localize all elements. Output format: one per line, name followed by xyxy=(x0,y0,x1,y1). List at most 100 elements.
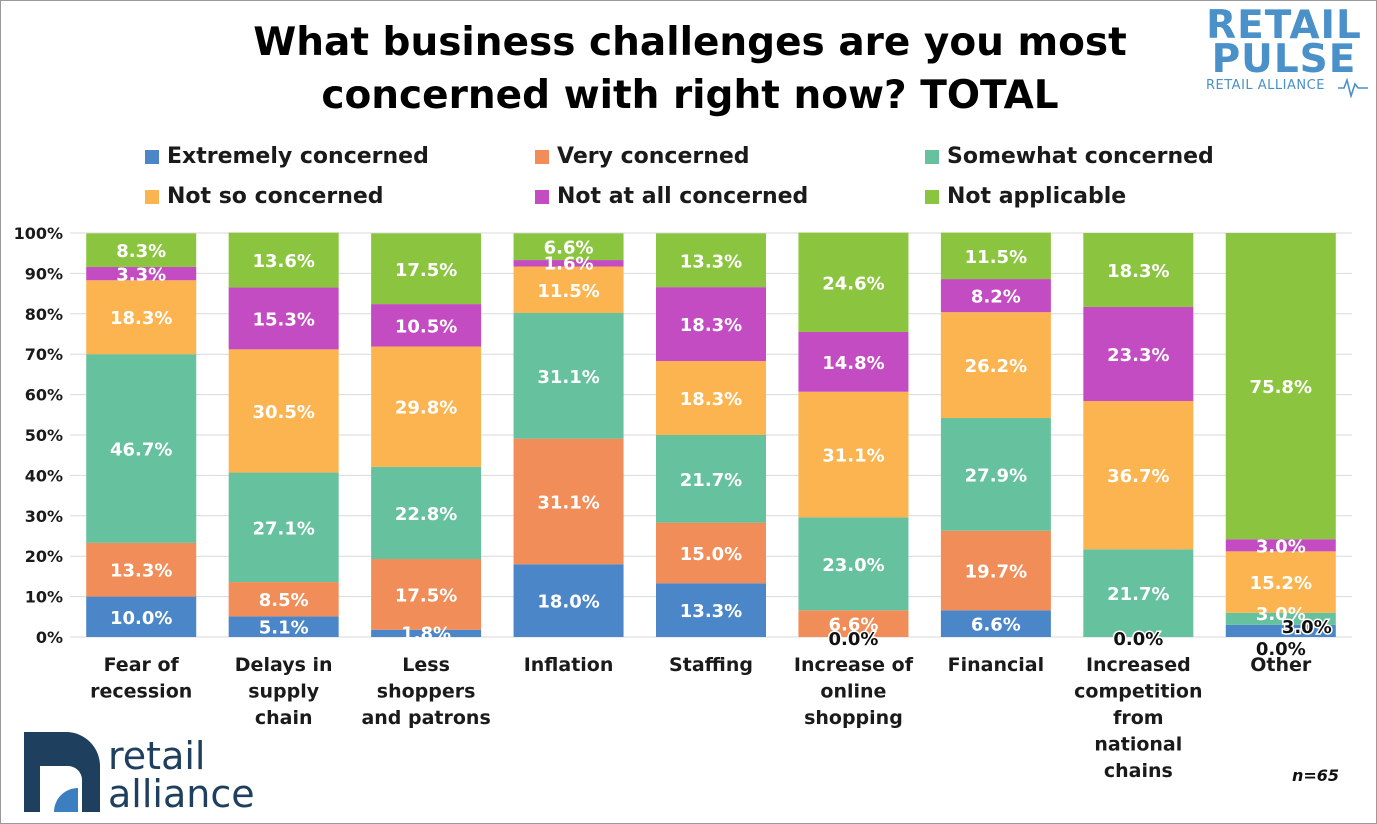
bar-segment xyxy=(656,435,766,523)
bar-segment xyxy=(513,438,624,565)
bar-segment xyxy=(513,564,624,637)
bar-segment xyxy=(798,232,909,332)
data-label: 13.3% xyxy=(680,251,742,272)
data-label: 18.3% xyxy=(110,308,172,329)
bar-segment xyxy=(513,233,624,261)
y-tick-label: 100% xyxy=(14,224,63,243)
data-label: 15.0% xyxy=(680,544,742,565)
legend-item: Not at all concerned xyxy=(535,184,808,209)
bar-segment xyxy=(1083,549,1194,637)
x-tick-label: competition xyxy=(1074,681,1202,703)
bar-segment xyxy=(86,542,197,597)
bar-segment xyxy=(798,517,909,611)
x-tick-label: Other xyxy=(1250,654,1312,676)
y-tick-label: 10% xyxy=(25,588,63,607)
retail-pulse-logo: RETAIL PULSE RETAIL ALLIANCE xyxy=(1198,6,1370,98)
data-label: 8.2% xyxy=(971,287,1021,308)
data-label: 27.9% xyxy=(965,465,1027,486)
legend-swatch xyxy=(145,149,159,164)
data-label: 6.6% xyxy=(828,615,878,636)
y-tick-label: 0% xyxy=(36,628,63,647)
x-tick-label: Financial xyxy=(948,654,1044,676)
data-label: 13.6% xyxy=(252,251,314,272)
bar-segment xyxy=(656,233,766,288)
legend-item: Extremely concerned xyxy=(145,144,429,169)
legend-item: Not applicable xyxy=(925,184,1126,209)
x-tick-label: Increase of xyxy=(794,654,914,676)
bar-segment xyxy=(86,354,197,543)
data-label: 0.0% xyxy=(1256,639,1306,660)
data-label: 13.3% xyxy=(110,561,172,582)
bar-segment xyxy=(940,418,1051,531)
bar-segment xyxy=(656,522,766,584)
bar-segment xyxy=(798,391,909,518)
y-tick-label: 50% xyxy=(25,426,63,445)
data-label: 23.3% xyxy=(1107,345,1169,366)
bar-segment xyxy=(1225,233,1336,540)
x-tick-label: national xyxy=(1094,734,1182,756)
bar-segment xyxy=(228,616,339,637)
data-label: 11.5% xyxy=(537,281,599,302)
data-label: 18.3% xyxy=(1107,261,1169,282)
bar-segment xyxy=(371,466,482,560)
x-tick-label: shoppers xyxy=(377,681,476,703)
data-label: 18.3% xyxy=(680,389,742,410)
legend-label: Not applicable xyxy=(947,184,1127,209)
x-tick-label: Delays in xyxy=(235,654,333,676)
legend-swatch xyxy=(925,149,939,164)
data-label: 1.6% xyxy=(544,253,594,274)
x-tick-label: online xyxy=(820,681,886,703)
bar-segment xyxy=(940,279,1051,313)
data-label: 17.5% xyxy=(395,260,457,281)
chart-title: What business challenges are you most co… xyxy=(150,16,1230,122)
bar-segment xyxy=(940,610,1051,637)
data-label: 11.5% xyxy=(965,247,1027,268)
data-label: 5.1% xyxy=(259,618,309,639)
data-label: 10.0% xyxy=(110,608,172,629)
chart-legend: Extremely concerned Very concerned Somewha… xyxy=(140,140,1250,220)
bar-segment xyxy=(1225,539,1336,552)
y-tick-label: 40% xyxy=(25,466,63,485)
legend-swatch xyxy=(535,149,549,164)
legend-swatch xyxy=(145,189,159,204)
legend-label: Very concerned xyxy=(557,144,750,169)
bar-segment xyxy=(86,233,197,267)
bar-segment xyxy=(940,232,1051,280)
legend-swatch xyxy=(535,189,549,204)
y-tick-label: 80% xyxy=(25,305,63,324)
data-label: 30.5% xyxy=(252,402,314,423)
bar-segment xyxy=(228,232,339,288)
x-tick-label: shopping xyxy=(804,707,903,729)
data-label: 3.0% xyxy=(1282,617,1332,638)
x-tick-label: recession xyxy=(90,681,192,703)
bar-segment xyxy=(940,530,1051,611)
data-label: 46.7% xyxy=(110,440,172,461)
bar-segment xyxy=(1225,551,1336,613)
data-label: 17.5% xyxy=(395,585,457,606)
bar-segment xyxy=(371,233,482,305)
bar-segment xyxy=(1083,306,1194,402)
data-label: 31.1% xyxy=(822,446,884,467)
bar-segment xyxy=(1225,612,1336,625)
data-label: 75.8% xyxy=(1250,377,1312,398)
bar-segment xyxy=(86,596,197,637)
data-label: 8.5% xyxy=(259,590,309,611)
data-label: 18.3% xyxy=(680,315,742,336)
y-tick-label: 20% xyxy=(25,547,63,566)
bar-segment xyxy=(656,583,766,637)
bar-segment xyxy=(371,304,482,347)
data-label: 31.1% xyxy=(537,367,599,388)
bar-segment xyxy=(513,260,624,267)
data-label: 6.6% xyxy=(971,615,1021,636)
data-label: 6.6% xyxy=(544,238,594,259)
y-tick-label: 70% xyxy=(25,345,63,364)
bar-segment xyxy=(940,312,1051,419)
y-tick-label: 60% xyxy=(25,386,63,405)
title-line-2: concerned with right now? TOTAL xyxy=(321,73,1059,118)
data-label: 3.0% xyxy=(1256,604,1306,625)
x-tick-label: from xyxy=(1113,707,1164,729)
x-tick-label: chains xyxy=(1104,760,1173,782)
retail-alliance-word-alliance: alliance xyxy=(108,772,255,816)
data-label: 18.0% xyxy=(537,592,599,613)
bar-segment xyxy=(86,280,197,355)
